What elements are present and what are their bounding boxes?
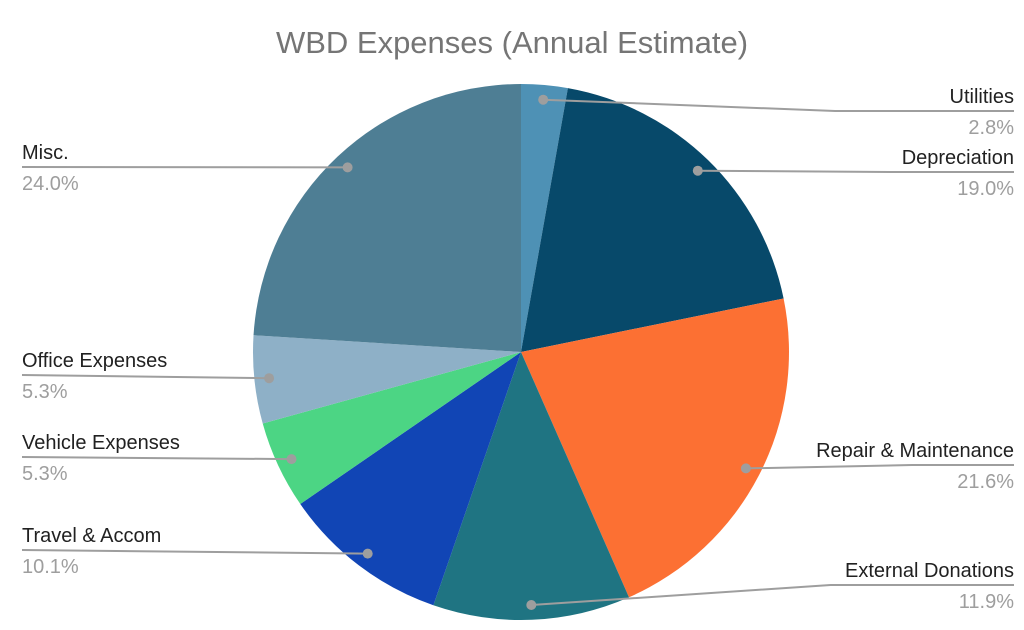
pie-label-name: Depreciation [901,147,1014,169]
pie-label-name: Office Expenses [22,350,168,372]
pie-label-vehicle-expenses: Vehicle Expenses 5.3% [22,432,180,485]
pie-label-repair-maintenance: Repair & Maintenance 21.6% [816,440,1014,493]
callout-dot-depreciation [692,165,703,176]
pie-label-percent: 5.3% [22,463,68,485]
callout-dot-office-expenses [264,373,275,384]
pie-label-name: Vehicle Expenses [22,432,180,454]
pie-label-name: Travel & Accom [22,525,162,547]
callout-dot-external-donations [526,600,537,610]
callout-dot-vehicle-expenses [286,454,297,465]
pie-label-depreciation: Depreciation 19.0% [902,147,1014,200]
pie-label-percent: 5.3% [22,381,68,403]
leader-line-external-donations [531,584,1014,606]
pie-slice-misc [253,84,521,352]
pie-slice-repair-maintenance [521,298,789,598]
pie-slice-vehicle-expenses [262,352,521,505]
leader-line-utilities [543,98,1014,112]
pie-slice-external-donations [433,352,629,621]
pie-label-percent: 2.8% [968,117,1014,139]
callout-dot-repair-maintenance [740,463,751,474]
pie-slice-travel-accom [300,352,521,606]
leader-line-office-expenses [21,374,270,380]
callout-dot-travel-accom [362,548,373,559]
pie-slice-depreciation [521,88,784,352]
pie-label-percent: 24.0% [22,173,79,195]
chart-title: WBD Expenses (Annual Estimate) [275,25,749,60]
leader-line-repair-maintenance [745,464,1014,470]
pie-label-percent: 19.0% [957,178,1014,200]
pie-label-name: Misc. [22,142,69,164]
leader-line-vehicle-expenses [21,456,292,461]
pie-label-name: Utilities [949,86,1014,108]
pie-label-utilities: Utilities 2.8% [950,86,1014,139]
pie-label-misc: Misc. 24.0% [22,142,79,195]
leader-line-depreciation [697,169,1014,173]
pie-slice-utilities [521,84,568,352]
pie-label-percent: 11.9% [958,591,1014,613]
pie-label-travel-accom: Travel & Accom 10.1% [22,525,161,578]
pie-label-percent: 10.1% [22,556,79,578]
leader-line-travel-accom [21,549,368,555]
pie-slice-office-expenses [253,335,522,424]
pie-label-percent: 21.6% [957,471,1014,493]
pie-label-name: External Donations [845,560,1014,582]
callout-dot-misc [342,162,353,173]
pie-label-office-expenses: Office Expenses 5.3% [22,350,167,403]
pie-label-external-donations: External Donations 11.9% [845,560,1014,613]
pie-label-name: Repair & Maintenance [816,440,1014,462]
callout-dot-utilities [538,94,549,105]
